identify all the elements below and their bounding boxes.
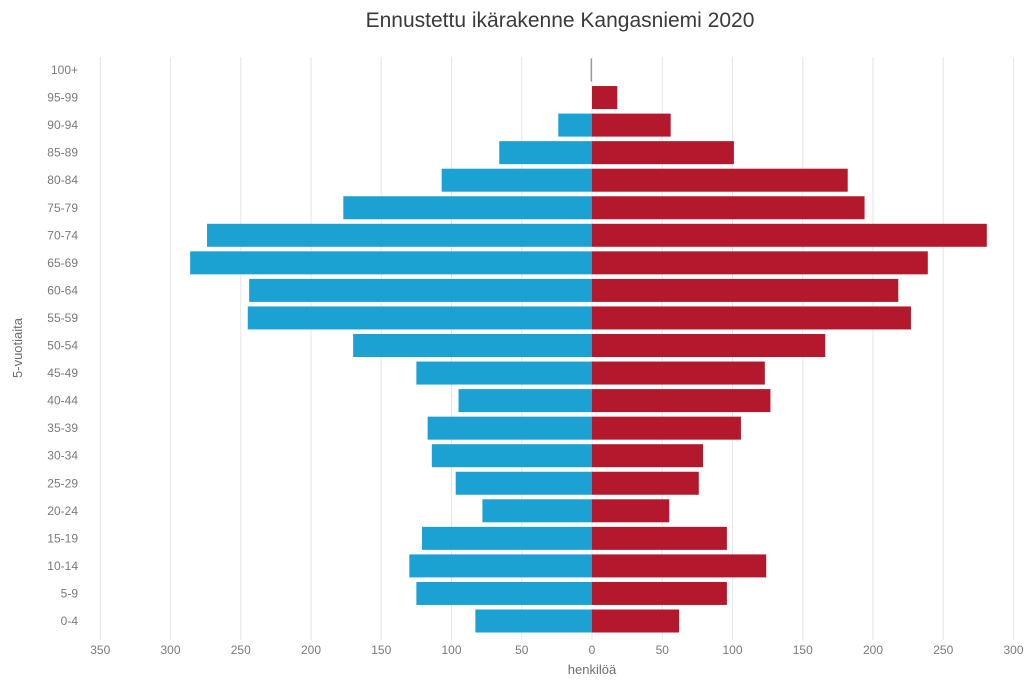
x-tick-label: 0 [589,643,596,657]
bar-right [592,361,765,385]
y-tick-label: 100+ [51,63,78,77]
bar-right [592,444,703,468]
x-tick-label: 300 [160,643,180,657]
bar-left [416,361,592,385]
bar-left [590,58,592,82]
y-tick-label: 75-79 [47,201,78,215]
bar-right [592,113,671,137]
bar-right [592,196,865,220]
bar-right [592,499,670,523]
x-tick-label: 50 [515,643,529,657]
x-axis-label: henkilöä [568,662,617,677]
bar-right [592,526,727,550]
y-tick-label: 55-59 [47,311,78,325]
y-tick-label: 5-9 [61,586,79,600]
bar-left [353,334,592,357]
y-tick-label: 65-69 [47,256,78,270]
y-tick-label: 45-49 [47,366,78,380]
x-tick-label: 300 [1003,643,1023,657]
bar-right [592,581,727,605]
bar-left [343,196,592,220]
bar-right [592,251,928,275]
y-tick-labels: 100+ 95-99 90-94 85-89 80-84 75-79 70-74 65-69 6… [47,63,78,628]
bar-left [427,416,592,440]
bar-right [592,334,826,357]
y-tick-label: 10-14 [47,559,78,573]
y-axis-label: 5-vuotiaita [10,317,25,378]
y-tick-label: 90-94 [47,118,78,132]
bar-right [592,416,741,440]
y-tick-label: 30-34 [47,449,78,463]
bar-left [416,581,592,605]
y-tick-label: 35-39 [47,421,78,435]
x-tick-labels: 350 300 250 200 150 100 50 0 50 100 150 200 250 300 [90,643,1024,657]
bar-right [592,141,734,165]
bar-right [592,609,680,633]
x-tick-label: 200 [863,643,883,657]
y-tick-label: 0-4 [61,614,79,628]
bar-right [592,223,987,247]
bar-right [592,471,699,495]
y-tick-label: 95-99 [47,91,78,105]
y-tick-label: 80-84 [47,173,78,187]
x-tick-label: 250 [231,643,251,657]
bar-right [592,86,618,110]
y-tick-label: 15-19 [47,531,78,545]
y-tick-label: 85-89 [47,146,78,160]
bar-right [592,554,767,578]
x-tick-label: 150 [371,643,391,657]
bar-right [592,278,899,302]
bar-left [499,141,592,165]
bar-left [247,306,592,330]
bar-left [409,554,592,578]
x-tick-label: 100 [722,643,742,657]
bar-left [458,389,592,413]
x-tick-label: 150 [793,643,813,657]
bar-left [431,444,592,468]
bar-right [592,306,911,330]
bar-right [592,168,848,192]
y-tick-label: 25-29 [47,476,78,490]
chart-title: Ennustettu ikärakenne Kangasniemi 2020 [366,9,755,32]
x-tick-label: 200 [301,643,321,657]
y-tick-label: 60-64 [47,283,78,297]
y-tick-label: 20-24 [47,504,78,518]
bar-left [441,168,592,192]
y-tick-label: 40-44 [47,394,78,408]
bar-left [190,251,593,275]
bar-left [455,471,592,495]
y-tick-label: 70-74 [47,228,78,242]
y-tick-label: 50-54 [47,339,78,353]
bar-left [475,609,592,633]
x-tick-label: 100 [441,643,461,657]
bar-right [592,389,771,413]
bar-left [482,499,592,523]
x-tick-label: 350 [90,643,110,657]
bar-left [558,113,592,137]
bar-left [421,526,592,550]
bar-left [207,223,592,247]
x-tick-label: 50 [656,643,670,657]
bars [190,58,987,633]
bar-left [249,278,592,302]
x-tick-label: 250 [933,643,953,657]
